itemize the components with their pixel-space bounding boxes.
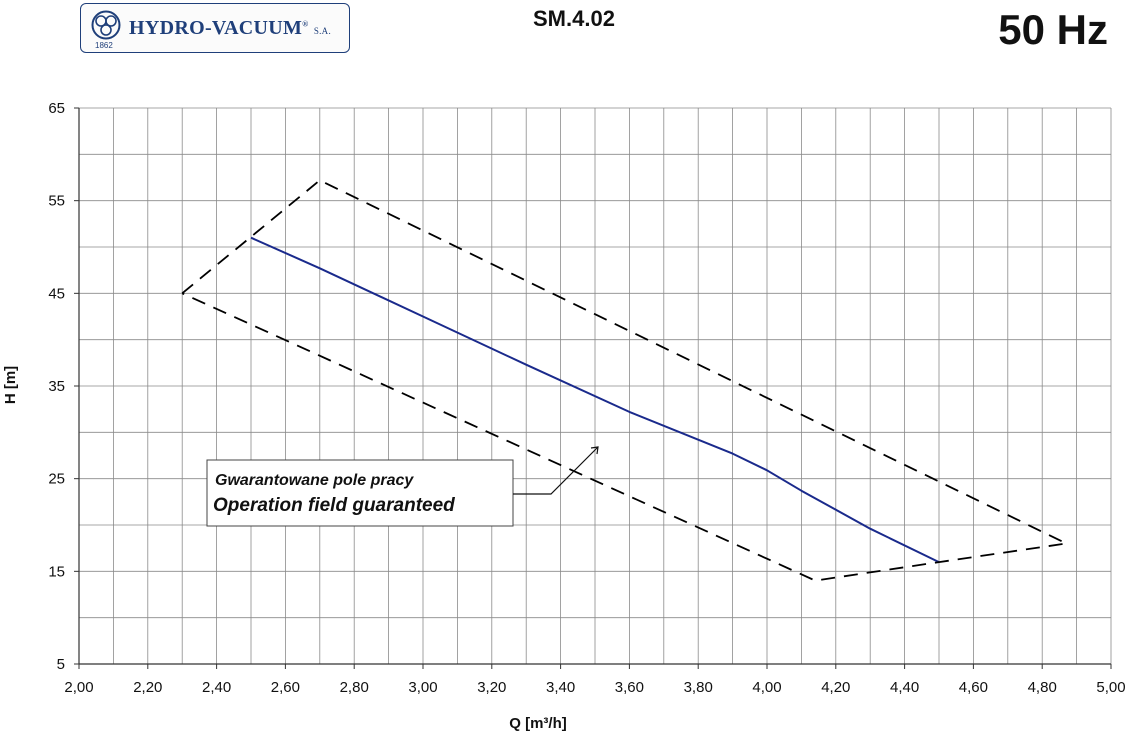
x-tick-label: 4,20 bbox=[821, 679, 850, 696]
x-tick-label: 2,20 bbox=[133, 679, 162, 696]
brand-logo: HYDRO-VACUUM® S.A. 1862 bbox=[80, 3, 350, 53]
annotation-leader bbox=[513, 446, 599, 495]
x-axis-label: Q [m³/h] bbox=[509, 715, 567, 732]
x-tick-label: 4,40 bbox=[890, 679, 919, 696]
pump-model-title: SM.4.02 bbox=[533, 6, 615, 31]
operation-field-boundary bbox=[181, 179, 1068, 582]
x-tick-labels: 2,00 2,20 2,40 2,60 2,80 3,00 3,20 3,40 3,60 3,80… bbox=[64, 664, 1126, 696]
chart-series bbox=[181, 179, 1068, 582]
brand-suffix: S.A. bbox=[313, 26, 332, 36]
annotation-line-pl: Gwarantowane pole pracy bbox=[215, 472, 414, 489]
y-axis-label: H [m] bbox=[2, 366, 19, 404]
x-tick-label: 3,20 bbox=[477, 679, 506, 696]
x-tick-label: 3,60 bbox=[615, 679, 644, 696]
x-tick-label: 2,60 bbox=[271, 679, 300, 696]
x-tick-label: 3,40 bbox=[546, 679, 575, 696]
annotation-line-en: Operation field guaranteed bbox=[213, 495, 455, 516]
annotation-frame bbox=[206, 459, 514, 527]
chart-grid bbox=[78, 107, 1112, 665]
x-tick-label: 5,00 bbox=[1096, 679, 1125, 696]
x-tick-label: 4,80 bbox=[1028, 679, 1057, 696]
y-tick-label: 35 bbox=[48, 378, 65, 395]
annotation-box: Gwarantowane pole pracy Operation field … bbox=[206, 446, 599, 527]
y-tick-label: 55 bbox=[48, 193, 65, 210]
frequency-label: 50 Hz bbox=[998, 6, 1108, 53]
brand-emblem-icon bbox=[91, 10, 121, 40]
x-tick-label: 2,40 bbox=[202, 679, 231, 696]
y-tick-label: 5 bbox=[57, 656, 65, 673]
x-tick-label: 4,60 bbox=[959, 679, 988, 696]
brand-name: HYDRO-VACUUM® S.A. bbox=[129, 17, 332, 39]
y-tick-label: 25 bbox=[48, 471, 65, 488]
y-tick-label: 45 bbox=[48, 285, 65, 302]
annotation-arrowhead bbox=[590, 446, 599, 455]
x-tick-label: 3,80 bbox=[684, 679, 713, 696]
y-tick-label: 65 bbox=[48, 100, 65, 117]
x-tick-label: 4,00 bbox=[752, 679, 781, 696]
x-tick-label: 2,00 bbox=[64, 679, 93, 696]
y-tick-label: 15 bbox=[48, 563, 65, 580]
brand-year: 1862 bbox=[95, 41, 113, 50]
y-tick-labels: 5 15 25 35 45 55 65 bbox=[48, 100, 79, 673]
x-tick-label: 2,80 bbox=[340, 679, 369, 696]
x-tick-label: 3,00 bbox=[408, 679, 437, 696]
pump-performance-curve bbox=[250, 236, 940, 563]
